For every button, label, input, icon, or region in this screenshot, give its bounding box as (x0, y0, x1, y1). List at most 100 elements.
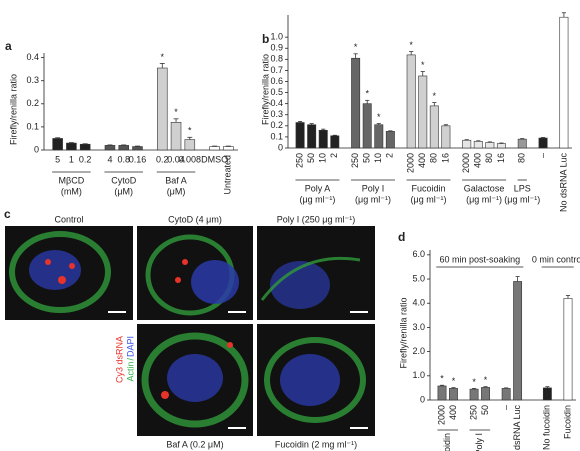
y-tick-label: 0.7 (270, 65, 283, 75)
group-label: CytoD (111, 175, 137, 185)
bar (295, 122, 305, 149)
y-tick-label: 0 (34, 144, 39, 154)
y-tick-label: 0.6 (270, 76, 283, 86)
x-tick-label: 400 (417, 153, 427, 168)
x-tick-label: 400 (473, 153, 483, 168)
y-tick-label: 0.2 (270, 120, 283, 130)
y-tick-label: 0.9 (270, 43, 283, 53)
bar (429, 105, 439, 149)
dsrna (175, 277, 181, 283)
dsrna (182, 259, 188, 265)
image-title: Poly I (250 μg ml⁻¹) (277, 214, 355, 224)
bar (307, 124, 317, 149)
bar (318, 129, 328, 149)
legend-entry: / (125, 358, 135, 361)
image-title: CytoD (4 μm) (168, 214, 222, 224)
x-tick-label: Fucoidin (562, 405, 572, 439)
group-label: Poly I (474, 433, 484, 451)
significance-star: * (472, 377, 476, 387)
x-tick-label: No fucoidin (542, 405, 552, 450)
significance-star: * (409, 40, 413, 50)
y-tick-label: 1.0 (412, 370, 425, 380)
bar (374, 124, 384, 149)
bar (542, 387, 552, 401)
y-tick-label: 0.8 (270, 54, 283, 64)
group-label: Poly I (362, 183, 385, 193)
legend-entry: DAPI (125, 336, 135, 357)
image-title: Control (54, 214, 83, 224)
x-tick-label: – (537, 153, 547, 158)
bar (184, 139, 196, 151)
x-tick-label: No dsRNA Luc (558, 153, 568, 213)
nucleus (191, 260, 239, 304)
dsrna (69, 263, 75, 269)
y-tick-label: 0.3 (26, 75, 39, 85)
y-tick-label: 0.2 (26, 98, 39, 108)
x-tick-label: 2 (329, 153, 339, 158)
y-tick-label: 0.4 (26, 52, 39, 62)
x-tick-label: 1 (69, 154, 74, 164)
x-tick-label: 16 (440, 153, 450, 163)
bar (170, 121, 182, 151)
x-tick-label: 4 (107, 154, 112, 164)
y-tick-label: 0.5 (270, 87, 283, 97)
dsrna (227, 342, 233, 348)
bar (462, 139, 472, 149)
y-tick-label: 0 (420, 394, 425, 404)
y-tick-label: 4.0 (412, 298, 425, 308)
bar (104, 145, 116, 151)
nucleus (270, 261, 330, 309)
dsrna (45, 259, 51, 265)
dsrna (58, 276, 66, 284)
x-tick-label: 0.2 (79, 154, 92, 164)
significance-star: * (433, 91, 437, 101)
section-title: 0 min control (532, 254, 580, 264)
nucleus (280, 354, 340, 406)
x-tick-label: 2 (385, 153, 395, 158)
bar (418, 75, 428, 149)
x-tick-label: 0.16 (129, 154, 147, 164)
actin (260, 256, 361, 301)
x-tick-label: 400 (448, 405, 458, 420)
bar (473, 141, 483, 149)
x-tick-label: 2000 (461, 153, 471, 173)
bar (118, 145, 129, 151)
bar (496, 143, 506, 149)
x-tick-label: 250 (350, 153, 360, 168)
x-tick-label: 10 (373, 153, 383, 163)
x-tick-label: 16 (496, 153, 506, 163)
x-tick-label: 10 (318, 153, 328, 163)
bar (517, 138, 527, 149)
bar (469, 388, 479, 401)
actin (141, 332, 249, 428)
panel-letter: a (5, 39, 12, 53)
significance-star: * (484, 375, 488, 385)
bar (449, 388, 458, 401)
y-tick-label: 3.0 (412, 322, 425, 332)
group-label: LPS (514, 183, 531, 193)
x-tick-label: 80 (429, 153, 439, 163)
significance-star: * (354, 42, 358, 52)
group-unit: (μg ml⁻¹) (299, 194, 335, 204)
bar (79, 143, 91, 151)
bar (406, 54, 416, 149)
x-tick-label: 0.8 (117, 154, 130, 164)
bar (223, 146, 234, 151)
bar (351, 57, 361, 149)
bar (330, 135, 340, 149)
bar (362, 103, 372, 149)
image-title: Fucoidin (2 mg ml⁻¹) (275, 439, 357, 449)
bar (437, 385, 447, 401)
actin (9, 231, 111, 313)
legend-entry: Actin (125, 362, 135, 382)
dsrna (161, 391, 169, 399)
significance-star: * (440, 374, 444, 384)
y-axis-title: Firefly/renilla ratio (398, 297, 408, 368)
x-tick-label: 0.008 (179, 154, 202, 164)
bar (485, 142, 495, 149)
bar (385, 131, 395, 149)
y-axis-title: Firefly/renilla ratio (8, 74, 18, 145)
section-title: 60 min post-soaking (440, 254, 521, 264)
significance-star: * (421, 60, 425, 70)
x-tick-label: No dsRNA Luc (512, 405, 522, 451)
